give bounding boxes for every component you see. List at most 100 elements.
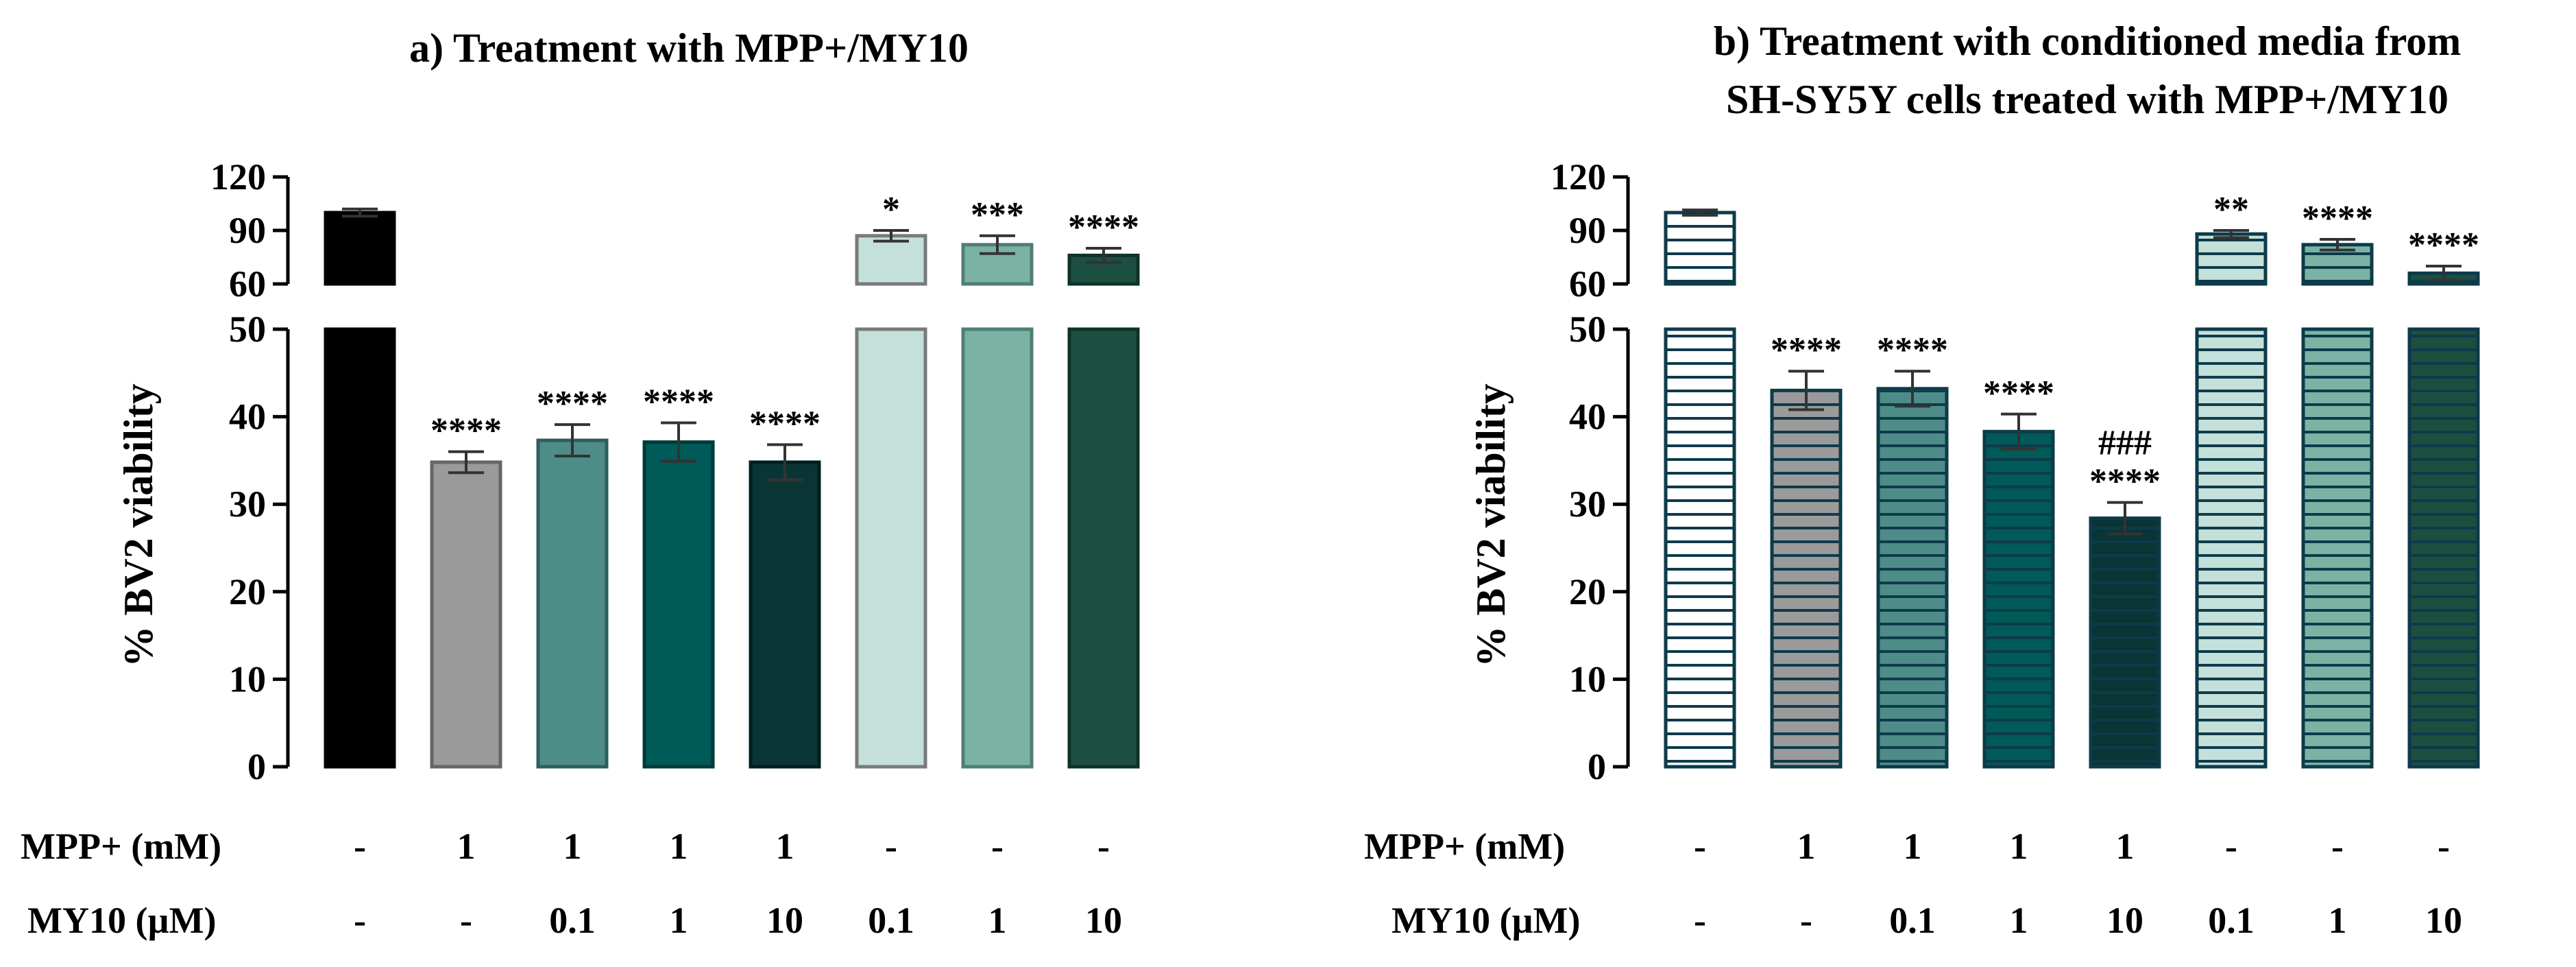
bar-3-hatch bbox=[1986, 433, 2052, 765]
y-tick-label: 90 bbox=[1569, 210, 1606, 251]
panel-a-row-label-my10: MY10 (µM) bbox=[27, 900, 217, 941]
bar-5-lower-hatch bbox=[2198, 331, 2264, 765]
y-tick-label: 10 bbox=[229, 658, 266, 700]
bar-5-upper-hatch bbox=[2198, 235, 2264, 283]
significance-label-2: **** bbox=[537, 384, 608, 423]
significance-label-1: **** bbox=[1771, 331, 1842, 370]
bar-1 bbox=[430, 460, 502, 769]
bar-2-hatch bbox=[1880, 390, 1945, 765]
panel-a-title: a) Treatment with MPP+/MY10 bbox=[409, 25, 969, 71]
y-tick-label: 50 bbox=[229, 309, 266, 350]
y-tick-label: 30 bbox=[1569, 484, 1606, 525]
my10-value-6: 1 bbox=[2329, 900, 2347, 941]
significance-label-5: * bbox=[882, 190, 900, 229]
y-tick-label: 90 bbox=[229, 210, 266, 251]
mpp-value-2: 1 bbox=[563, 826, 582, 867]
mpp-value-7: - bbox=[2438, 826, 2450, 867]
panel-b-significance: **** ************###** ******** bbox=[1771, 190, 2479, 501]
mpp-value-4: 1 bbox=[776, 826, 794, 867]
bar-0-lower bbox=[324, 327, 396, 769]
significance-label-5: ** bbox=[2213, 190, 2249, 229]
panel-a-conditions: - - 1 - 1 0.1 1 1 1 10 - 0.1 - 1 - 10 bbox=[354, 826, 1122, 941]
my10-value-2: 0.1 bbox=[1889, 900, 1936, 941]
mpp-value-4: 1 bbox=[2116, 826, 2135, 867]
mpp-value-1: 1 bbox=[1797, 826, 1816, 867]
bar-7-lower bbox=[1067, 327, 1140, 769]
y-tick-label: 120 bbox=[210, 156, 266, 198]
mpp-value-5: - bbox=[2225, 826, 2237, 867]
bar-4-hatch bbox=[2092, 520, 2158, 765]
my10-value-6: 1 bbox=[988, 900, 1007, 941]
y-tick-label: 40 bbox=[229, 396, 266, 438]
significance-label-6: **** bbox=[2302, 199, 2373, 238]
y-tick-label: 0 bbox=[1588, 746, 1606, 787]
significance-label-6: *** bbox=[971, 195, 1024, 235]
significance-label-7: **** bbox=[2408, 226, 2479, 265]
mpp-value-7: - bbox=[1097, 826, 1110, 867]
my10-value-1: - bbox=[1800, 900, 1812, 941]
my10-value-0: - bbox=[354, 900, 366, 941]
my10-value-7: 10 bbox=[2425, 900, 2462, 941]
y-tick-label: 40 bbox=[1569, 396, 1606, 438]
mpp-value-1: 1 bbox=[457, 826, 476, 867]
my10-value-1: - bbox=[460, 900, 472, 941]
bar-7-lower-hatch bbox=[2411, 331, 2477, 765]
y-tick-label: 10 bbox=[1569, 658, 1606, 700]
significance-label-3: **** bbox=[643, 383, 714, 422]
my10-value-7: 10 bbox=[1085, 900, 1122, 941]
mpp-value-5: - bbox=[885, 826, 897, 867]
panel-b-conditions: - - 1 - 1 0.1 1 1 1 10 - 0.1 - 1 - 10 bbox=[1694, 826, 2462, 941]
my10-value-5: 0.1 bbox=[2208, 900, 2255, 941]
significance-label-4: **** bbox=[2089, 462, 2161, 501]
panel-b-bars bbox=[1664, 211, 2480, 769]
significance-label-3: **** bbox=[1983, 374, 2054, 413]
bar-4 bbox=[749, 460, 821, 769]
my10-value-2: 0.1 bbox=[549, 900, 596, 941]
my10-value-5: 0.1 bbox=[868, 900, 914, 941]
panel-b-title-line-2: SH-SY5Y cells treated with MPP+/MY10 bbox=[1726, 77, 2449, 122]
significance-label-2: **** bbox=[1877, 331, 1948, 370]
panel-a-row-label-mpp: MPP+ (mM) bbox=[21, 826, 221, 867]
y-tick-label: 30 bbox=[229, 484, 266, 525]
panel-b-row-label-my10: MY10 (µM) bbox=[1392, 900, 1581, 941]
panel-a-significance: ******** ********* *** **** bbox=[430, 190, 1139, 451]
significance-label-7: **** bbox=[1068, 208, 1139, 247]
panel-a-bars bbox=[324, 211, 1140, 769]
panel-b-row-label-mpp: MPP+ (mM) bbox=[1364, 826, 1565, 867]
mpp-value-6: - bbox=[991, 826, 1004, 867]
y-tick-label: 0 bbox=[247, 746, 266, 787]
hash-label-4: ### bbox=[2098, 424, 2152, 463]
panel-b-error-bars bbox=[1682, 208, 2462, 536]
my10-value-3: 1 bbox=[670, 900, 688, 941]
mpp-value-0: - bbox=[1694, 826, 1706, 867]
panel-a-error-bars bbox=[342, 207, 1121, 481]
y-tick-label: 120 bbox=[1551, 156, 1606, 198]
bar-5-lower bbox=[855, 327, 927, 769]
my10-value-0: - bbox=[1694, 900, 1706, 941]
panel-a: a) Treatment with MPP+/MY10 % BV2 viabil… bbox=[21, 25, 1140, 941]
y-tick-label: 60 bbox=[1569, 263, 1606, 305]
my10-value-4: 10 bbox=[2106, 900, 2143, 941]
panel-b-y-label: % BV2 viability bbox=[1468, 383, 1514, 667]
bar-6-upper-hatch bbox=[2305, 246, 2370, 283]
y-tick-label: 20 bbox=[229, 571, 266, 612]
panel-b: b) Treatment with conditioned media from… bbox=[1364, 19, 2480, 941]
panel-b-title-line-1: b) Treatment with conditioned media from bbox=[1714, 19, 2462, 64]
mpp-value-0: - bbox=[354, 826, 366, 867]
significance-label-4: **** bbox=[749, 404, 821, 443]
bar-6-lower bbox=[961, 327, 1034, 769]
mpp-value-2: 1 bbox=[1904, 826, 1922, 867]
my10-value-4: 10 bbox=[766, 900, 803, 941]
bar-3 bbox=[642, 440, 715, 769]
my10-value-3: 1 bbox=[2010, 900, 2028, 941]
mpp-value-3: 1 bbox=[670, 826, 688, 867]
bar-0-upper-hatch bbox=[1667, 214, 1733, 283]
significance-label-1: **** bbox=[430, 411, 502, 451]
bar-0-upper bbox=[324, 211, 396, 286]
bar-6-lower-hatch bbox=[2305, 331, 2370, 765]
bar-1-hatch bbox=[1773, 392, 1839, 765]
panel-a-y-label: % BV2 viability bbox=[116, 383, 161, 667]
mpp-value-3: 1 bbox=[2010, 826, 2028, 867]
